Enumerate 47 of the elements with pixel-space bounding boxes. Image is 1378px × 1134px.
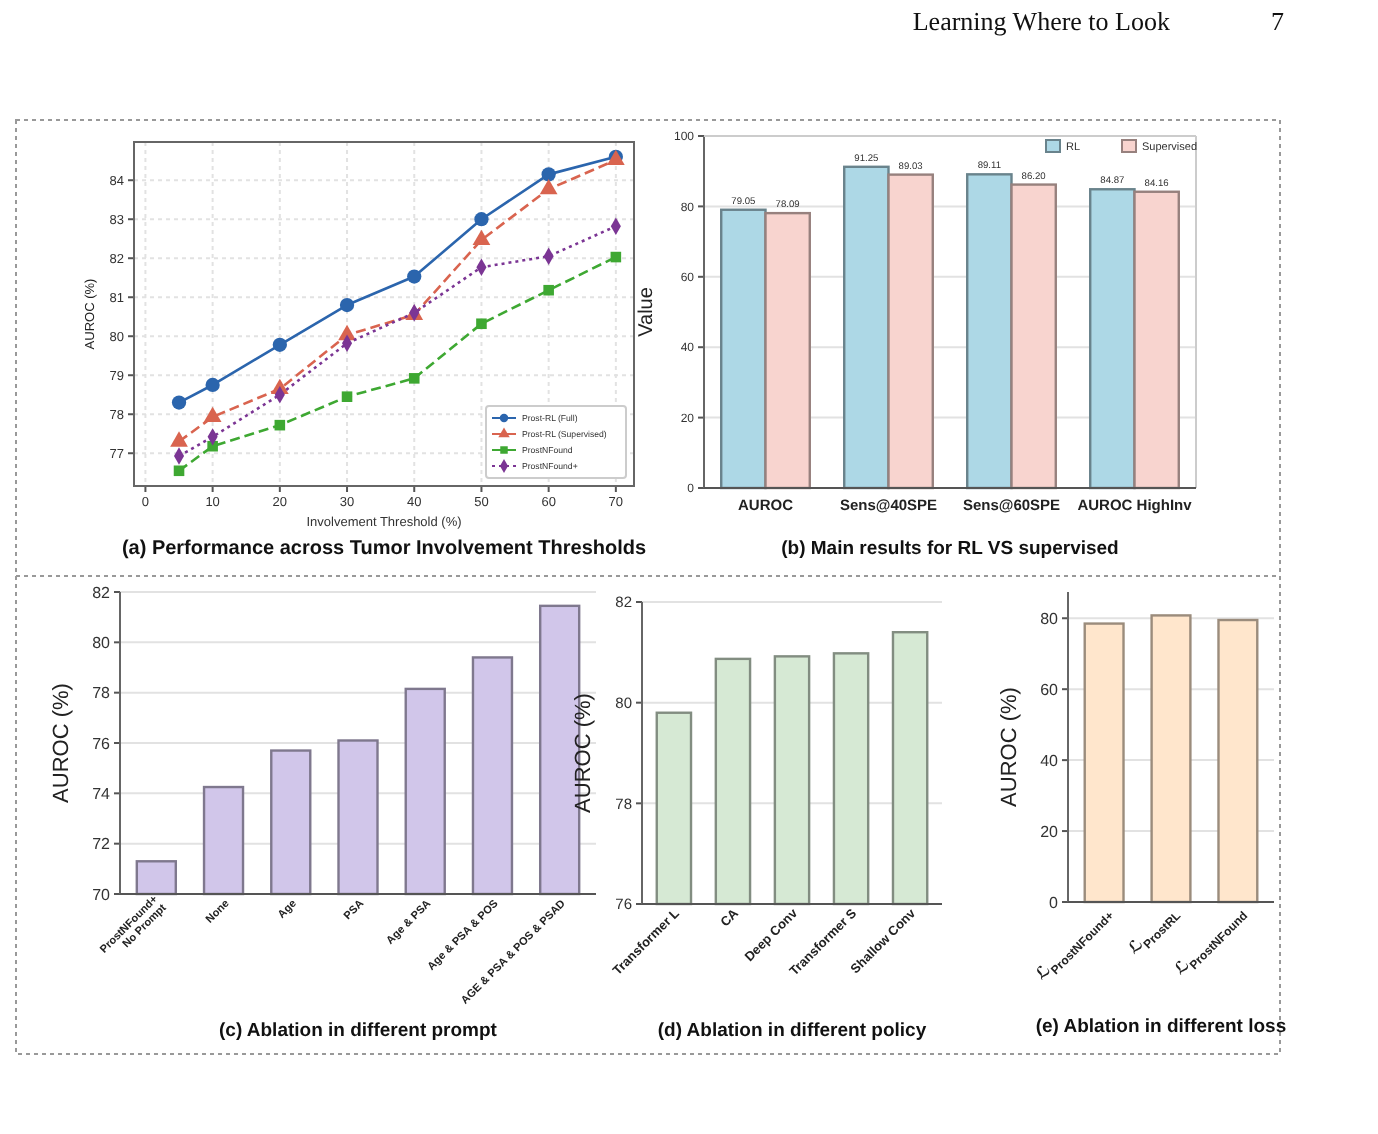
text: 7 [1271,6,1285,36]
point [474,212,489,227]
bar [887,173,934,490]
point [472,229,491,246]
y-axis-title: AUROC (%) [998,687,1022,807]
bar [966,173,1013,490]
point [339,297,355,313]
y-tick-label: 60 [1040,680,1060,699]
y-axis-title: AUROC (%) [50,683,74,803]
bar [1010,183,1057,490]
point [170,431,188,447]
text: (e) Ablation in different loss [1035,1016,1287,1038]
y-tick-label: 76 [92,734,112,753]
point [476,318,487,330]
text: (c) Ablation in different prompt [219,1020,499,1042]
y-tick-label: 72 [92,835,112,854]
point [539,178,558,195]
point [173,465,185,477]
text: (a) Performance across Tumor Involvement Thresholds [121,538,647,560]
bar [843,165,890,490]
point [341,391,353,402]
bar [720,208,767,490]
point [207,440,218,452]
y-tick-label: 20 [1040,822,1060,841]
y-tick-label: 70 [92,885,112,904]
bar [764,211,811,490]
y-tick-label: 80 [1040,609,1060,628]
text: (d) Ablation in different policy [657,1020,928,1042]
point [543,284,554,296]
y-tick-label: 80 [92,633,112,652]
point [272,337,287,352]
y-axis-title: Value [636,286,658,337]
text: (b) Main results for RL VS supervised [781,538,1120,560]
bar [1133,190,1180,490]
y-tick-label: 40 [1040,751,1060,770]
text: Learning Where to Look [912,6,1171,36]
y-tick-label: 74 [92,784,112,803]
bar [1089,188,1136,490]
y-axis-title: AUROC (%) [572,693,596,813]
point [171,395,187,410]
y-tick-label: 78 [92,684,112,703]
point [407,269,422,284]
point [205,377,220,393]
y-tick-label: 82 [92,583,112,602]
point [203,406,222,423]
point [408,373,420,384]
point [541,167,556,182]
